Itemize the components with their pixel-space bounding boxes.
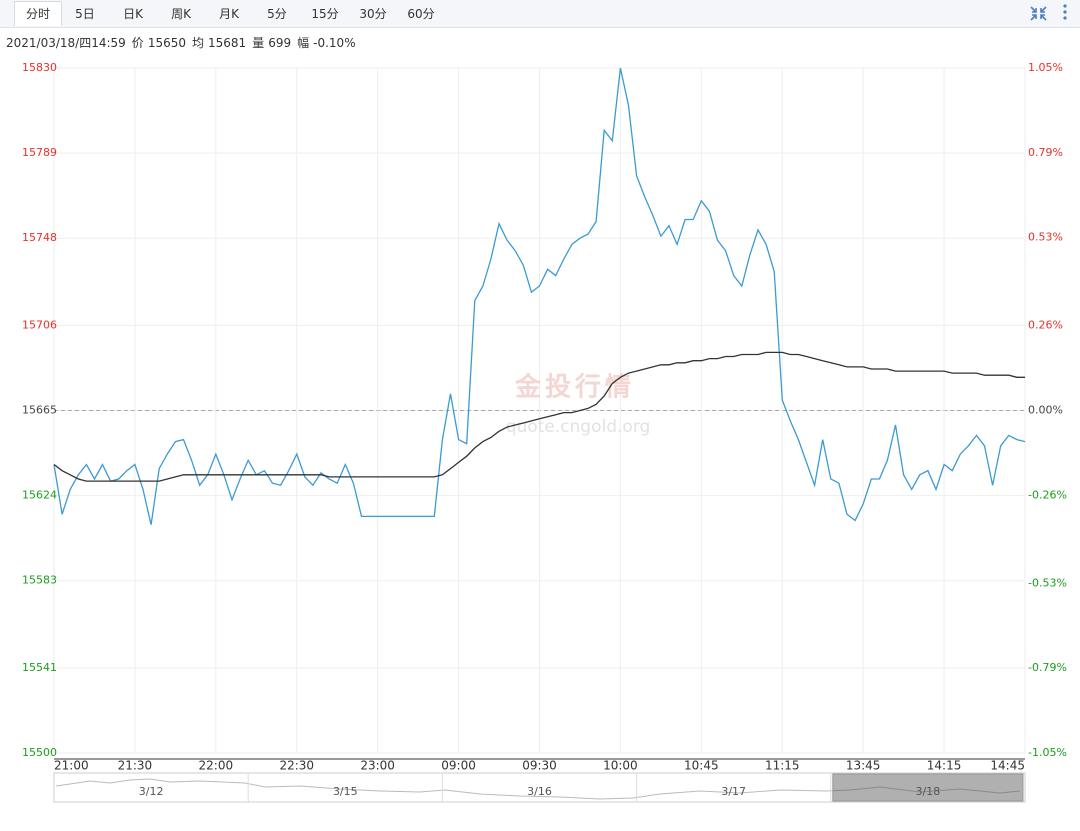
toolbar: 分时 5日 日K 周K 月K 5分 15分 30分 60分 bbox=[0, 0, 1080, 28]
x-tick-label: 23:00 bbox=[360, 759, 395, 773]
toolbar-icons[interactable] bbox=[1030, 6, 1047, 21]
watermark-title: 金投行情 bbox=[514, 372, 635, 403]
navigator-window[interactable] bbox=[832, 773, 1024, 802]
y2-tick-label: 0.26% bbox=[1028, 319, 1063, 332]
price-line bbox=[53, 67, 1026, 525]
x-tick-label: 22:30 bbox=[279, 759, 314, 773]
menu-icon[interactable] bbox=[1063, 4, 1067, 20]
tab[interactable]: 5日 bbox=[75, 7, 95, 21]
y-tick-label: 15706 bbox=[22, 318, 57, 331]
info-label: 幅 bbox=[297, 36, 310, 50]
y-tick-label: 15748 bbox=[22, 231, 57, 244]
y2-tick-label: 1.05% bbox=[1028, 61, 1063, 74]
y-tick-label: 15500 bbox=[22, 746, 57, 759]
x-tick-label: 14:45 bbox=[990, 759, 1025, 773]
y-tick-label: 15541 bbox=[22, 661, 57, 674]
y-tick-label: 15789 bbox=[22, 146, 57, 159]
y-tick-label: 15624 bbox=[22, 489, 57, 502]
x-tick-label: 21:00 bbox=[54, 759, 89, 773]
y2-tick-label: 0.00% bbox=[1028, 404, 1063, 417]
y2-tick-label: -0.53% bbox=[1028, 576, 1067, 589]
tab[interactable]: 30分 bbox=[359, 7, 387, 21]
navigator-line bbox=[55, 778, 1021, 800]
info-label: 均 bbox=[192, 36, 205, 50]
y2-tick-label: -0.79% bbox=[1028, 661, 1067, 674]
navigator-date: 3/15 bbox=[333, 785, 358, 798]
navigator-date: 3/18 bbox=[916, 785, 941, 798]
y-tick-label: 15830 bbox=[22, 61, 57, 74]
x-tick-label: 14:15 bbox=[927, 759, 962, 773]
price-line bbox=[53, 351, 1025, 482]
x-tick-label: 22:00 bbox=[199, 759, 234, 773]
x-tick-label: 13:45 bbox=[846, 759, 881, 773]
tab[interactable]: 日K bbox=[123, 7, 143, 21]
fullscreen-icon[interactable] bbox=[1030, 6, 1047, 21]
y2-tick-label: 0.79% bbox=[1028, 146, 1063, 159]
info-value: 15681 bbox=[208, 36, 247, 50]
y2-tick-label: -1.05% bbox=[1028, 746, 1067, 759]
tab[interactable]: 月K bbox=[219, 7, 239, 21]
info-label: 价 bbox=[131, 36, 144, 50]
navigator-date: 3/16 bbox=[527, 785, 552, 798]
tab[interactable]: 分时 bbox=[14, 1, 62, 26]
x-tick-label: 11:15 bbox=[765, 759, 800, 773]
x-tick-label: 10:45 bbox=[684, 759, 719, 773]
info-label: 量 bbox=[252, 36, 265, 50]
grid bbox=[53, 67, 1026, 754]
watermark: 金投行情 quote.cngold.org bbox=[506, 372, 651, 438]
x-tick-label: 09:00 bbox=[441, 759, 476, 773]
tab[interactable]: 15分 bbox=[311, 7, 339, 21]
watermark-url: quote.cngold.org bbox=[506, 417, 651, 437]
info-value: -0.10% bbox=[313, 36, 356, 50]
tab[interactable]: 5分 bbox=[267, 7, 287, 21]
navigator[interactable] bbox=[53, 772, 1026, 803]
x-tick-label: 09:30 bbox=[522, 759, 557, 773]
tab[interactable]: 周K bbox=[171, 7, 191, 21]
navigator-date: 3/12 bbox=[139, 785, 164, 798]
y-tick-label: 15665 bbox=[22, 404, 57, 417]
y2-tick-label: 0.53% bbox=[1028, 231, 1063, 244]
info-value: 699 bbox=[268, 36, 292, 50]
info-line: 2021/03/18/四14:59 价 15650 均 15681 量 699 幅 -0.10% bbox=[6, 34, 362, 51]
y-tick-label: 15583 bbox=[22, 574, 57, 587]
info-datetime: 2021/03/18/四14:59 bbox=[6, 36, 126, 50]
info-value: 15650 bbox=[147, 36, 186, 50]
x-tick-label: 10:00 bbox=[603, 759, 638, 773]
navigator-date: 3/17 bbox=[721, 785, 746, 798]
y2-tick-label: -0.26% bbox=[1028, 488, 1067, 501]
tab[interactable]: 60分 bbox=[407, 7, 435, 21]
x-tick-label: 21:30 bbox=[118, 759, 153, 773]
